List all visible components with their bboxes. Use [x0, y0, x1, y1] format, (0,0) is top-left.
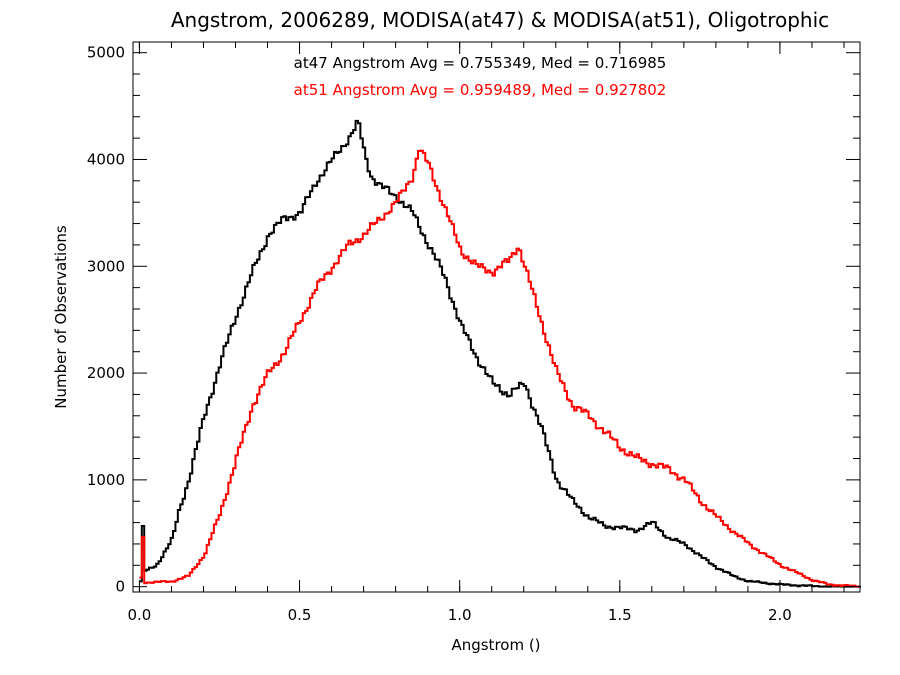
y-tick-label: 3000	[87, 257, 125, 275]
x-tick-label: 0.5	[288, 606, 312, 624]
x-tick-label: 0.0	[127, 606, 151, 624]
y-tick-label: 1000	[87, 471, 125, 489]
x-tick-label: 1.0	[448, 606, 472, 624]
series-line-1	[139, 149, 860, 588]
series-line-0	[139, 119, 861, 588]
annotation-at51-stats: at51 Angstrom Avg = 0.959489, Med = 0.92…	[294, 81, 667, 99]
x-tick-label: 1.5	[608, 606, 632, 624]
y-tick-label: 2000	[87, 364, 125, 382]
plot-frame	[132, 41, 861, 593]
annotation-at47-stats: at47 Angstrom Avg = 0.755349, Med = 0.71…	[294, 54, 667, 72]
y-tick-label: 4000	[87, 150, 125, 168]
series-layer	[139, 119, 861, 588]
x-axis-label: Angstrom ()	[451, 636, 540, 654]
chart-title: Angstrom, 2006289, MODISA(at47) & MODISA…	[171, 8, 829, 32]
y-axis-label: Number of Observations	[52, 225, 70, 409]
x-tick-label: 2.0	[768, 606, 792, 624]
ticks-layer: 0.0 0.5 1.0 1.5 2.0 0 1000 2000 3000 4000 5000	[87, 42, 860, 624]
y-tick-label: 0	[115, 578, 125, 596]
y-tick-label: 5000	[87, 44, 125, 62]
